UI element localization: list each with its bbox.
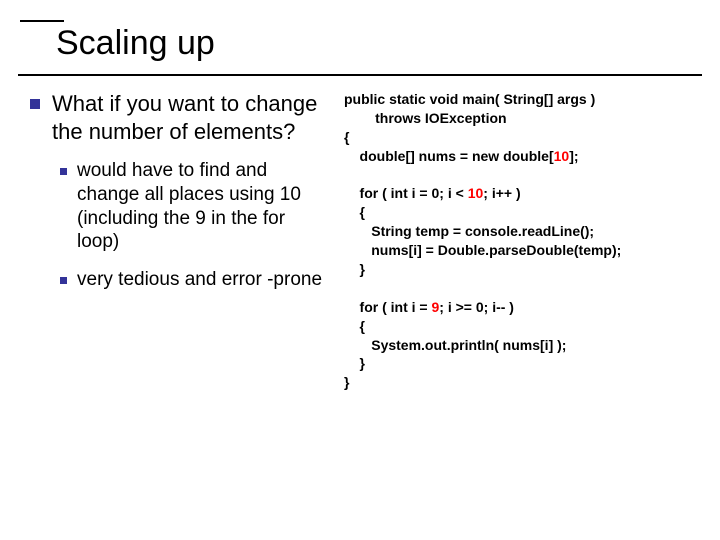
code-line: { — [344, 129, 349, 145]
code-line: { — [344, 204, 365, 220]
code-line: throws IOException — [344, 110, 507, 126]
bullet-sub2-row: very tedious and error -prone — [60, 268, 332, 292]
square-bullet-icon — [60, 277, 67, 284]
code-line: nums[i] = Double.parseDouble(temp); — [344, 242, 621, 258]
code-line: } — [344, 355, 365, 371]
bullet-main-text: What if you want to change the number of… — [52, 90, 332, 145]
code-line: } — [344, 374, 349, 390]
code-line: } — [344, 261, 365, 277]
code-column: public static void main( String[] args )… — [340, 90, 720, 540]
code-line: public static void main( String[] args ) — [344, 91, 595, 107]
code-line: String temp = console.readLine(); — [344, 223, 594, 239]
bullet-column: What if you want to change the number of… — [0, 90, 340, 540]
code-line: ]; — [569, 148, 578, 164]
code-line: System.out.println( nums[i] ); — [344, 337, 566, 353]
bullet-sub1-text: would have to find and change all places… — [77, 159, 332, 254]
bullet-sub2-text: very tedious and error -prone — [77, 268, 322, 292]
slide-content: What if you want to change the number of… — [0, 90, 720, 540]
bullet-sub1-row: would have to find and change all places… — [60, 159, 332, 254]
code-line: { — [344, 318, 365, 334]
code-highlight: 10 — [468, 185, 484, 201]
square-bullet-icon — [60, 168, 67, 175]
code-line: double[] nums = new double[ — [344, 148, 554, 164]
code-line: for ( int i = — [344, 299, 432, 315]
square-bullet-icon — [30, 99, 40, 109]
slide-title: Scaling up — [56, 24, 215, 63]
code-line: for ( int i = 0; i < — [344, 185, 468, 201]
sub-bullet-list: would have to find and change all places… — [60, 159, 332, 292]
bullet-main-row: What if you want to change the number of… — [30, 90, 332, 145]
code-line: ; i >= 0; i-- ) — [439, 299, 514, 315]
code-line: ; i++ ) — [483, 185, 520, 201]
code-block: public static void main( String[] args )… — [344, 90, 710, 392]
code-highlight: 10 — [554, 148, 570, 164]
